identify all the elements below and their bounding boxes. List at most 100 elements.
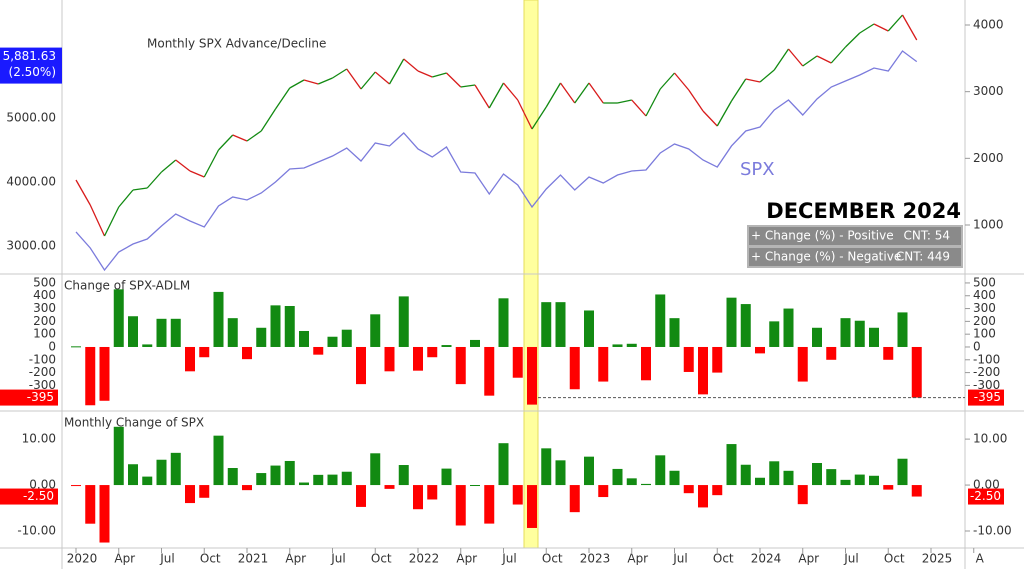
bar [284,305,295,347]
y-tick-label: -200 [973,365,1000,379]
line-segment [901,14,918,41]
y-tick-label: -300 [973,378,1000,392]
line-segment [346,68,362,90]
line-segment [887,14,903,32]
line-segment [317,77,333,85]
bar [299,330,309,347]
bar [683,346,694,372]
y-tick-label: 3000.00 [6,238,56,252]
bar [812,327,822,347]
bar [512,485,523,505]
bar [584,456,594,486]
bar [427,485,438,500]
line [75,50,918,272]
bar [256,473,267,486]
value-tag-label: -2.50 [23,489,54,503]
bar [641,483,651,486]
bar [683,485,694,494]
line-segment [403,58,419,72]
line-segment [374,71,390,85]
line-segment [716,100,733,127]
value-tag-label: -395 [974,390,1001,404]
bar [113,289,124,347]
bar [527,346,537,405]
bar [726,297,737,347]
line-segment [289,79,305,89]
bar [641,346,651,381]
bar [299,482,309,486]
bar [755,346,765,354]
legend-count: CNT: 54 [904,229,951,243]
y-tick-label: 0 [973,339,981,353]
bar [484,346,495,396]
bar [455,485,466,526]
bar [669,470,680,486]
line-segment [146,171,162,189]
y-tick-label: -10.00 [17,524,56,538]
bar [783,308,794,347]
bar [740,464,751,486]
line-segment [545,82,562,108]
line-segment [360,71,376,90]
line-segment [674,72,690,91]
bar [413,485,423,510]
line-segment [659,72,675,90]
line-segment [830,46,846,64]
bar [227,318,238,347]
line-segment [559,82,576,104]
line-segment [745,78,761,83]
bar [541,302,552,347]
bar [769,321,780,347]
bar [569,485,580,513]
bar [441,468,452,486]
value-tag-label: -2.50 [970,489,1001,503]
y-tick-label: 500 [973,275,996,289]
line-segment [859,23,875,34]
bar [498,443,509,486]
bar [128,464,138,486]
x-tick-label: Oct [884,552,905,566]
line-segment [246,130,262,142]
legend-label: + Change (%) - Negative [751,250,901,264]
pane-title: Change of SPX-ADLM [64,279,190,293]
bar [897,458,908,486]
bar [384,346,395,372]
legend-row [749,248,961,266]
y-tick-label: 10.00 [22,432,56,446]
x-tick-label: 2020 [67,552,98,566]
bar [185,485,195,504]
line-segment [103,206,120,237]
y-tick-label: 2000 [973,151,1004,165]
y-tick-label: 400 [973,288,996,302]
line-segment [702,110,718,127]
bar [626,343,637,347]
bar [256,327,267,347]
bar [840,318,851,347]
line-segment [218,134,234,151]
y-tick-label: 0 [48,339,56,353]
bar [341,471,352,486]
bar [341,329,352,347]
bar [185,346,195,372]
bar [413,346,423,371]
bar [99,485,110,543]
value-tag-label: -395 [27,390,54,404]
bar [883,346,894,360]
bar [698,346,708,395]
line-segment [617,99,632,104]
x-tick-label: Oct [542,552,563,566]
bar [284,460,295,486]
bar [242,346,252,360]
y-tick-label: 100 [973,327,996,341]
line-segment [816,55,832,64]
bar [911,485,922,497]
bar [142,344,153,347]
price-tag [0,47,62,84]
bar [441,345,452,347]
y-tick-label: -100 [973,352,1000,366]
y-tick-label: 300 [33,301,56,315]
bar [113,426,124,486]
line-segment [802,55,818,67]
bar [170,318,181,347]
